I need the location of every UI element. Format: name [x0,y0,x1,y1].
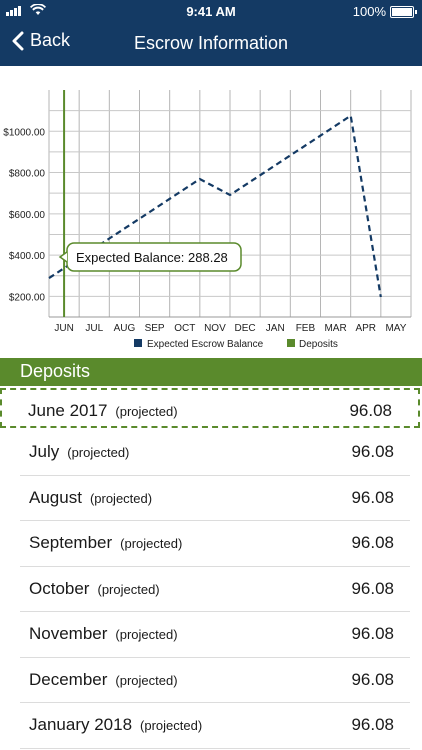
x-tick-label: SEP [145,323,165,334]
deposit-status: (projected) [97,581,160,597]
status-time: 9:41 AM [186,4,236,19]
x-tick-label: OCT [174,323,195,334]
status-bar: 9:41 AM 100% [0,0,422,22]
deposit-amount: 96.08 [351,533,394,552]
legend-label-expected-escrow-balance: Expected Escrow Balance [147,339,264,350]
deposit-month-cell: November (projected) [29,624,178,644]
deposit-month: August [29,487,82,507]
deposit-row[interactable]: January 2018 (projected) 96.08 [20,703,410,749]
back-button[interactable]: Back [12,30,70,51]
deposit-row[interactable]: August (projected) 96.08 [20,476,410,521]
x-tick-label: JUN [54,323,73,334]
legend-swatch-deposits [287,339,295,347]
x-tick-label: MAR [324,323,346,334]
nav-bar: 9:41 AM 100% Back Escrow Information [0,0,422,66]
deposit-row[interactable]: October (projected) 96.08 [20,567,410,612]
deposit-status: (projected) [115,672,178,688]
deposit-status: (projected) [67,445,130,460]
tooltip-text: Expected Balance: 288.28 [76,250,228,265]
legend-label-deposits: Deposits [299,339,338,350]
deposit-month: November [29,624,108,643]
deposit-amount: 96.08 [351,487,394,507]
deposit-month-cell: September (projected) [29,533,182,553]
escrow-chart: $200.00 $400.00 $600.00 $800.00 $1000.00 JUN J… [0,66,422,358]
y-tick-label: $800.00 [9,169,46,180]
deposit-row[interactable]: July (projected) 96.08 [20,430,410,476]
deposit-status: (projected) [115,627,178,642]
y-tick-label: $200.00 [9,292,46,303]
deposit-amount: 96.08 [351,578,394,598]
deposit-month-cell: August (projected) [29,488,152,508]
deposit-row[interactable]: December (projected) 96.08 [20,658,410,703]
deposit-month: June 2017 [28,401,108,420]
deposit-month-cell: December (projected) [29,670,178,690]
deposit-month: July [29,442,60,461]
deposit-month-cell: June 2017 (projected) [28,401,178,421]
deposit-month: January 2018 [29,715,133,734]
x-tick-label: MAY [385,323,406,334]
x-tick-label: JUL [85,323,103,334]
y-tick-label: $1000.00 [3,127,45,138]
chevron-left-icon [12,31,24,50]
legend-swatch-expected-escrow-balance [134,339,142,347]
deposit-status: (projected) [115,404,178,419]
x-tick-label: FEB [296,323,316,334]
deposit-month-cell: October (projected) [29,579,160,599]
deposit-amount: 96.08 [349,401,392,420]
x-tick-label: AUG [114,323,136,334]
deposit-month: October [29,578,90,598]
back-label: Back [30,30,71,50]
x-tick-label: APR [355,323,376,334]
deposit-amount: 96.08 [351,442,394,461]
x-tick-label: NOV [204,323,226,334]
x-tick-label: DEC [235,323,256,334]
deposit-amount: 96.08 [351,624,394,643]
deposits-section-header: Deposits [0,358,422,386]
cellular-signal-icon [6,6,21,16]
deposits-title: Deposits [20,361,91,381]
deposit-month: December [29,669,108,689]
deposit-month-cell: January 2018 (projected) [29,715,202,735]
y-tick-label: $600.00 [9,210,46,221]
deposit-status: (projected) [140,718,203,733]
x-tick-label: JAN [266,323,285,334]
battery-icon [390,6,417,18]
deposit-row[interactable]: September (projected) 96.08 [20,521,410,567]
deposit-status: (projected) [120,536,183,551]
deposit-status: (projected) [89,490,153,506]
deposit-row-selected[interactable]: June 2017 (projected) 96.08 [0,388,420,428]
tooltip-pointer [58,251,68,263]
deposit-amount: 96.08 [351,669,394,689]
deposit-month: September [29,533,113,552]
deposit-month-cell: July (projected) [29,442,129,462]
battery-percent: 100% [352,4,386,19]
deposit-row[interactable]: November (projected) 96.08 [20,612,410,658]
deposits-list: June 2017 (projected) 96.08 July (projected)… [0,386,422,749]
y-tick-label: $400.00 [9,251,46,262]
deposit-amount: 96.08 [351,715,394,734]
escrow-chart-svg: $200.00 $400.00 $600.00 $800.00 $1000.00 JUN J… [3,90,412,350]
wifi-icon [30,4,46,15]
